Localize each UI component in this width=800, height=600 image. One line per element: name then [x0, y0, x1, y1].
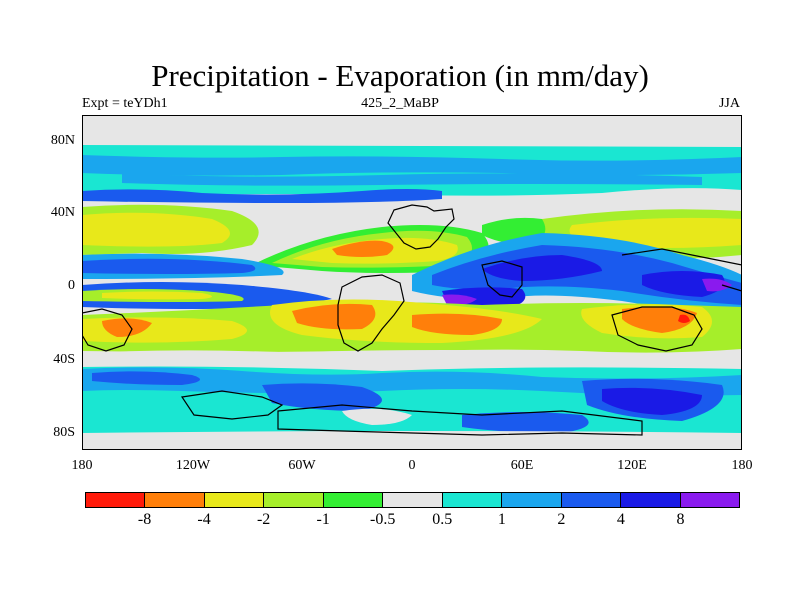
- contour-band: [482, 255, 602, 281]
- lat-label-40n: 40N: [50, 205, 75, 220]
- age-label: 425_2_MaBP: [361, 96, 439, 111]
- map-frame: [82, 115, 742, 450]
- contour-band: [82, 367, 742, 396]
- lon-label-60w: 60W: [288, 458, 316, 473]
- colorbar-swatch: [204, 493, 265, 507]
- contour-band: [332, 240, 394, 257]
- contour-band: [82, 349, 742, 371]
- lat-label-0: 0: [68, 278, 75, 293]
- colorbar-label: -8: [137, 511, 152, 528]
- season-label: JJA: [718, 96, 740, 111]
- lon-label-0: 0: [408, 458, 416, 473]
- colorbar-swatch: [264, 493, 324, 507]
- colorbar-label: -0.5: [370, 511, 396, 528]
- contour-band: [342, 408, 412, 425]
- colorbar: [85, 492, 740, 508]
- contour-band: [82, 155, 742, 176]
- contour-band: [82, 431, 742, 450]
- lon-label-120e: 120E: [617, 458, 647, 473]
- colorbar-swatch: [383, 493, 443, 507]
- colorbar-swatch: [621, 493, 681, 507]
- map-canvas: [82, 115, 742, 450]
- contour-band: [182, 403, 262, 425]
- lon-label-180w: 180: [71, 458, 93, 473]
- coastline: [387, 204, 455, 250]
- contour-band: [262, 383, 382, 411]
- lat-label-40s: 40S: [53, 352, 75, 367]
- coastline: [611, 306, 703, 352]
- contour-band: [642, 271, 725, 297]
- colorbar-label: 8: [676, 511, 685, 528]
- lat-label-80n: 80N: [50, 133, 75, 148]
- coastline: [277, 404, 643, 436]
- contour-band: [442, 294, 477, 306]
- contour-band: [412, 313, 502, 335]
- contour-band: [678, 314, 690, 323]
- lon-label-60e: 60E: [510, 458, 534, 473]
- contour-band: [82, 212, 230, 247]
- contour-band: [102, 291, 212, 300]
- colorbar-label: -2: [256, 511, 271, 528]
- coastline: [481, 260, 523, 298]
- contour-band: [602, 387, 702, 415]
- chart-title: Precipitation - Evaporation (in mm/day): [151, 58, 649, 93]
- contour-band: [292, 303, 376, 330]
- colorbar-swatch: [680, 493, 739, 507]
- colorbar-swatch: [323, 493, 384, 507]
- contour-band: [92, 371, 200, 385]
- coastline: [180, 390, 284, 420]
- coastlines: [82, 204, 742, 436]
- contour-band: [702, 278, 732, 292]
- precip-evap-map: [82, 115, 742, 450]
- coastline: [621, 248, 742, 266]
- colorbar-label: 2: [557, 511, 566, 528]
- experiment-label: Expt = teYDh1: [82, 96, 168, 111]
- colorbar-label: 1: [497, 511, 506, 528]
- colorbar-label: -1: [316, 511, 330, 528]
- colorbar-swatch: [561, 493, 622, 507]
- contour-band: [102, 318, 152, 337]
- colorbar-swatch: [86, 493, 146, 507]
- contour-band: [122, 173, 702, 186]
- colorbar-label: 0.5: [432, 511, 453, 528]
- colorbar-swatch: [442, 493, 503, 507]
- lon-label-120w: 120W: [175, 458, 211, 473]
- colorbar-label: -4: [197, 511, 211, 528]
- contour-band: [462, 412, 589, 433]
- colorbar-label: 4: [616, 511, 625, 528]
- contour-band: [82, 189, 442, 203]
- contour-band: [622, 306, 697, 333]
- coastline: [82, 308, 133, 352]
- lon-label-180e: 180: [731, 458, 753, 473]
- coastline: [721, 284, 742, 315]
- colorbar-swatch: [502, 493, 562, 507]
- coastline: [337, 274, 405, 352]
- lat-label-80s: 80S: [53, 425, 75, 440]
- colorbar-swatch: [145, 493, 205, 507]
- contour-band: [82, 258, 256, 274]
